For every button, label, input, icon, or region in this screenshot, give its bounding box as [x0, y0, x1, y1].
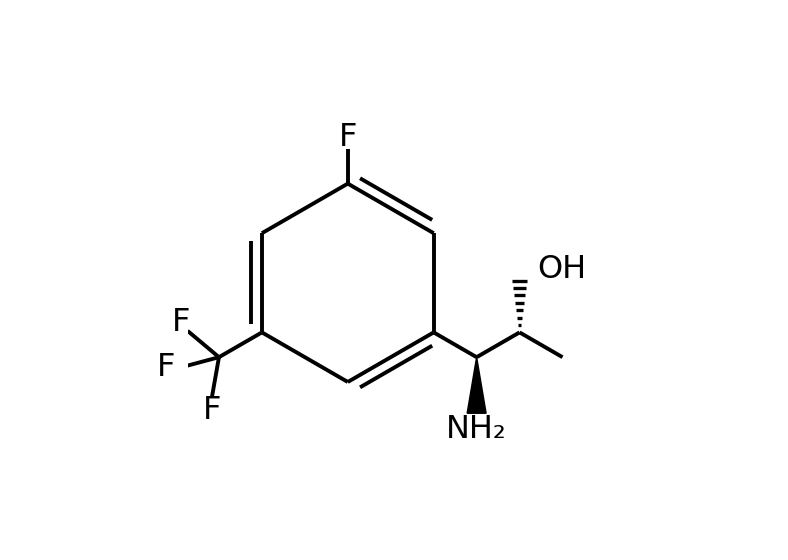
Text: F: F: [172, 307, 190, 338]
Polygon shape: [467, 357, 486, 413]
Text: F: F: [339, 122, 357, 152]
Text: F: F: [158, 352, 176, 383]
Text: F: F: [203, 395, 221, 426]
Text: OH: OH: [537, 254, 586, 286]
Text: NH₂: NH₂: [446, 414, 507, 445]
